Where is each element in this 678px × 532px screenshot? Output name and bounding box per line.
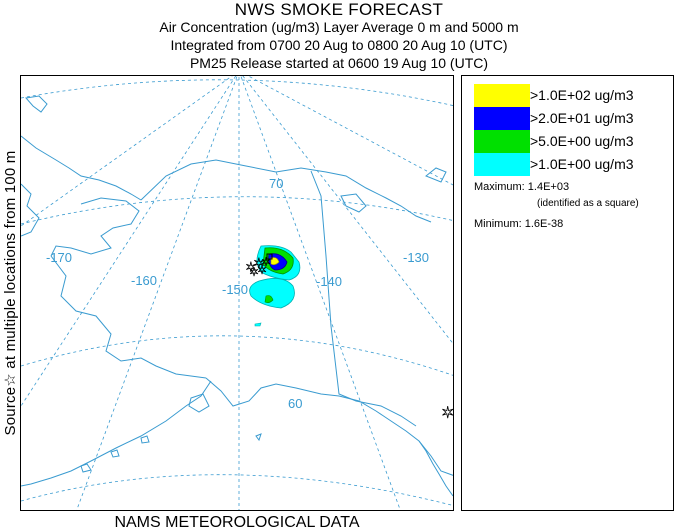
coast-small-island — [255, 433, 262, 442]
coast-aleutian-islands — [80, 435, 150, 473]
us-canada-border — [310, 170, 417, 427]
lon-line-160 — [76, 76, 238, 510]
source-star-1: ✶ — [245, 260, 257, 276]
source-star-5: ✶ — [257, 263, 267, 277]
coast-panhandle — [418, 440, 453, 497]
lon-line-130 — [242, 76, 453, 345]
longitude-lines — [21, 76, 453, 510]
legend-swatch-blue — [474, 107, 530, 130]
map-svg: ✶ ✶ ✶ ✶ ✶ ✶ -170 -160 -150 -140 -130 70 … — [21, 76, 454, 510]
lat-line-50 — [21, 474, 453, 506]
source-side-label: Source☆ at multiple locations from 100 m — [2, 150, 19, 436]
legend-label-blue: >2.0E+01 ug/m3 — [530, 110, 634, 126]
minimum-row: Minimum: 1.6E-38 — [474, 218, 563, 230]
lat-label-70: 70 — [269, 176, 283, 191]
meteorological-data-footer: NAMS METEOROLOGICAL DATA — [114, 514, 360, 531]
coast-aleutian-chain — [21, 380, 212, 487]
coast-island-ne — [425, 167, 447, 183]
coast-island-nw — [25, 95, 48, 113]
legend-swatch-cyan — [474, 153, 530, 176]
lat-label-60: 60 — [288, 396, 302, 411]
lon-line-120 — [247, 76, 453, 186]
coast-arctic — [140, 159, 432, 223]
lat-line-80 — [21, 79, 453, 106]
coast-kodiak — [188, 393, 210, 413]
maximum-square — [266, 253, 273, 260]
lon-line-170 — [21, 76, 237, 407]
concentration-subtitle: Air Concentration (ug/m3) Layer Average … — [159, 19, 519, 35]
coast-island-mackenzie — [340, 193, 367, 213]
coast-western-alaska — [50, 255, 207, 379]
lon-line-140 — [240, 76, 401, 510]
minimum-label: Minimum: — [474, 218, 522, 230]
integration-period: Integrated from 0700 20 Aug to 0800 20 A… — [170, 37, 508, 53]
maximum-value: 1.4E+03 — [527, 181, 570, 193]
maximum-row: Maximum: 1.4E+03 — [474, 181, 569, 193]
coast-chukotka — [21, 135, 142, 201]
plume-yellow — [270, 257, 280, 265]
lat-line-70 — [21, 196, 453, 225]
smoke-map: ✶ ✶ ✶ ✶ ✶ ✶ -170 -160 -150 -140 -130 70 … — [20, 75, 454, 511]
legend-panel: >1.0E+02 ug/m3 >2.0E+01 ug/m3 >5.0E+00 u… — [461, 75, 674, 511]
source-star-6: ✶ — [441, 403, 454, 422]
coast-west-edge — [21, 183, 40, 237]
legend-label-green: >5.0E+00 ug/m3 — [530, 133, 634, 149]
lon-line-180 — [21, 76, 233, 227]
legend-label-cyan: >1.0E+00 ug/m3 — [530, 156, 634, 172]
source-star-3: ✶ — [261, 255, 271, 269]
plume-green-spot — [264, 295, 274, 303]
legend-label-yellow: >1.0E+02 ug/m3 — [530, 87, 634, 103]
legend-swatch-green — [474, 130, 530, 153]
plume-cyan-speck — [254, 322, 262, 327]
lon-label-140: -140 — [316, 274, 342, 289]
coast-gulf-of-alaska — [205, 377, 453, 476]
source-side-label-container: Source☆ at multiple locations from 100 m — [0, 75, 20, 511]
coastlines — [21, 95, 453, 497]
maximum-note: (identified as a square) — [537, 198, 639, 209]
minimum-value: 1.6E-38 — [524, 218, 564, 230]
source-markers: ✶ ✶ ✶ ✶ ✶ ✶ — [245, 253, 454, 422]
lon-label-170: -170 — [46, 250, 72, 265]
plume-cyan-main — [249, 278, 295, 309]
legend-swatch-yellow — [474, 84, 530, 107]
lon-label-130: -130 — [403, 250, 429, 265]
source-star-2: ✶ — [253, 256, 265, 272]
lat-line-60 — [21, 335, 453, 376]
maximum-label: Maximum: — [474, 181, 525, 193]
coast-seward-peninsula — [50, 197, 140, 257]
latitude-lines — [21, 79, 453, 506]
forecast-title: NWS SMOKE FORECAST — [234, 0, 444, 19]
lon-label-160: -160 — [131, 273, 157, 288]
lon-label-150: -150 — [222, 282, 248, 297]
release-info: PM25 Release started at 0600 19 Aug 10 (… — [189, 55, 489, 71]
source-star-4: ✶ — [249, 265, 259, 279]
